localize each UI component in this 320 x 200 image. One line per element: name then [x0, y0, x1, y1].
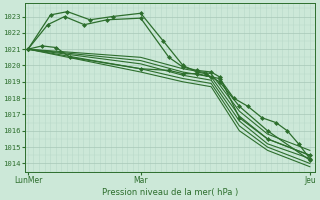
- X-axis label: Pression niveau de la mer( hPa ): Pression niveau de la mer( hPa ): [102, 188, 238, 197]
